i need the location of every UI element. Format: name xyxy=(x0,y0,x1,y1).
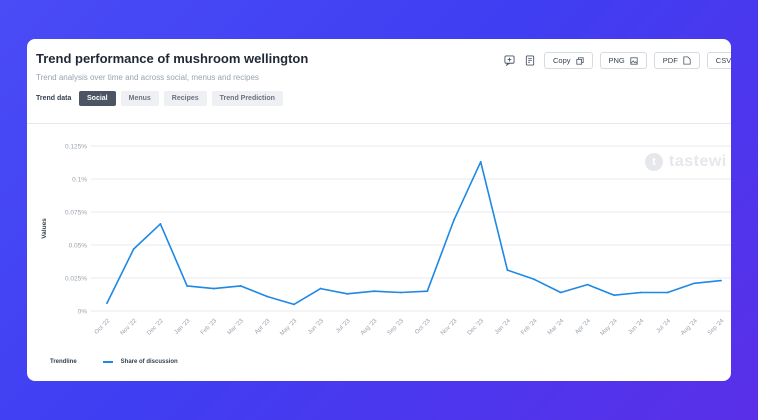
x-tick-label: May '23 xyxy=(279,318,298,337)
data-point xyxy=(106,302,108,304)
line-chart: 0% 0.025% 0.05% 0.075% 0.1% 0.125% Values Oct '… xyxy=(41,144,731,337)
x-tick-label: May '24 xyxy=(600,318,619,337)
tab-trend-prediction[interactable]: Trend Prediction xyxy=(211,91,283,106)
x-tick-label: Mar '23 xyxy=(227,318,246,337)
tab-recipes[interactable]: Recipes xyxy=(163,91,207,106)
trend-data-tabs: Social Menus Recipes Trend Prediction xyxy=(79,91,283,106)
series-line-share-of-discussion xyxy=(106,160,722,306)
tab-menus[interactable]: Menus xyxy=(120,91,159,106)
x-tick-label: Nov '22 xyxy=(120,318,139,337)
data-point xyxy=(319,287,322,290)
export-toolbar: Copy PNG PDF CSV xyxy=(502,52,731,69)
page-subtitle: Trend analysis over time and across soci… xyxy=(36,73,259,82)
data-point xyxy=(613,294,616,297)
data-point xyxy=(666,291,669,294)
data-point xyxy=(239,285,242,287)
x-tick-label: Jun '24 xyxy=(628,318,646,336)
pdf-button[interactable]: PDF xyxy=(653,52,700,69)
data-point xyxy=(506,269,509,271)
tab-social[interactable]: Social xyxy=(79,91,116,106)
data-point xyxy=(479,160,482,163)
y-tick-label: 0.1% xyxy=(72,177,87,184)
x-tick-label: Feb '23 xyxy=(200,318,219,337)
x-tick-label: Aug '24 xyxy=(680,318,699,337)
y-axis-label: Values xyxy=(41,218,48,239)
data-point xyxy=(533,278,536,281)
data-point xyxy=(159,222,162,225)
x-tick-label: Feb '24 xyxy=(520,318,539,337)
x-tick-label: Dec '22 xyxy=(146,318,165,337)
legend-title: Trendline xyxy=(50,359,77,365)
x-tick-label: Jul '24 xyxy=(656,318,673,335)
watermark-icon: t xyxy=(645,153,663,171)
x-tick-label: Apr '24 xyxy=(574,318,592,336)
x-tick-label: Dec '23 xyxy=(467,318,486,337)
trend-data-label: Trend data xyxy=(36,95,72,102)
png-label: PNG xyxy=(608,56,625,65)
data-point xyxy=(426,290,429,293)
x-tick-label: Jan '23 xyxy=(174,318,192,336)
x-tick-label: Oct '23 xyxy=(414,318,432,336)
image-icon xyxy=(630,56,638,65)
y-tick-label: 0.025% xyxy=(65,276,87,283)
png-button[interactable]: PNG xyxy=(599,52,647,69)
data-point xyxy=(132,248,135,250)
data-point xyxy=(640,291,642,294)
csv-button[interactable]: CSV xyxy=(706,52,731,69)
data-point xyxy=(212,287,215,290)
chart-card: Trend performance of mushroom wellington… xyxy=(27,39,731,381)
pdf-label: PDF xyxy=(662,56,678,65)
data-point xyxy=(292,303,295,306)
x-tick-label: Jul '23 xyxy=(335,318,352,335)
data-point xyxy=(186,285,188,287)
x-tick-label: Jan '24 xyxy=(494,318,512,336)
copy-icon xyxy=(575,56,584,65)
data-point xyxy=(453,219,455,221)
data-point xyxy=(693,282,696,285)
x-tick-label: Mar '24 xyxy=(547,318,566,337)
x-tick-label: Sep '23 xyxy=(387,318,406,337)
x-tick-label: Apr '23 xyxy=(254,318,272,336)
x-tick-label: Jun '23 xyxy=(307,318,325,336)
data-point xyxy=(373,290,375,293)
add-comment-icon[interactable] xyxy=(502,54,516,68)
x-tick-label: Sep '24 xyxy=(707,318,726,337)
watermark-logo: t tastewi xyxy=(645,153,727,171)
data-point xyxy=(266,295,269,298)
chart-legend: Trendline Share of discussion xyxy=(50,359,178,365)
page-title: Trend performance of mushroom wellington xyxy=(36,51,309,66)
y-tick-label: 0.125% xyxy=(65,144,87,151)
x-tick-label: Nov '23 xyxy=(440,318,459,337)
legend-series-label: Share of discussion xyxy=(120,359,178,365)
y-tick-label: 0.075% xyxy=(65,210,87,217)
data-point xyxy=(559,291,562,294)
x-tick-label: Aug '23 xyxy=(360,318,379,337)
copy-button[interactable]: Copy xyxy=(544,52,593,69)
data-point xyxy=(399,291,402,294)
data-point xyxy=(586,283,589,286)
data-point xyxy=(346,292,349,295)
report-icon[interactable] xyxy=(523,54,537,68)
y-tick-label: 0% xyxy=(78,309,88,316)
watermark-text: tastewi xyxy=(669,153,727,170)
copy-label: Copy xyxy=(553,56,571,65)
legend-line-swatch xyxy=(102,361,113,363)
header-divider xyxy=(27,123,731,124)
x-tick-label: Oct '22 xyxy=(94,318,112,336)
csv-label: CSV xyxy=(715,56,731,65)
pdf-file-icon xyxy=(683,56,691,65)
data-point xyxy=(720,279,722,282)
y-tick-label: 0.05% xyxy=(69,243,88,250)
